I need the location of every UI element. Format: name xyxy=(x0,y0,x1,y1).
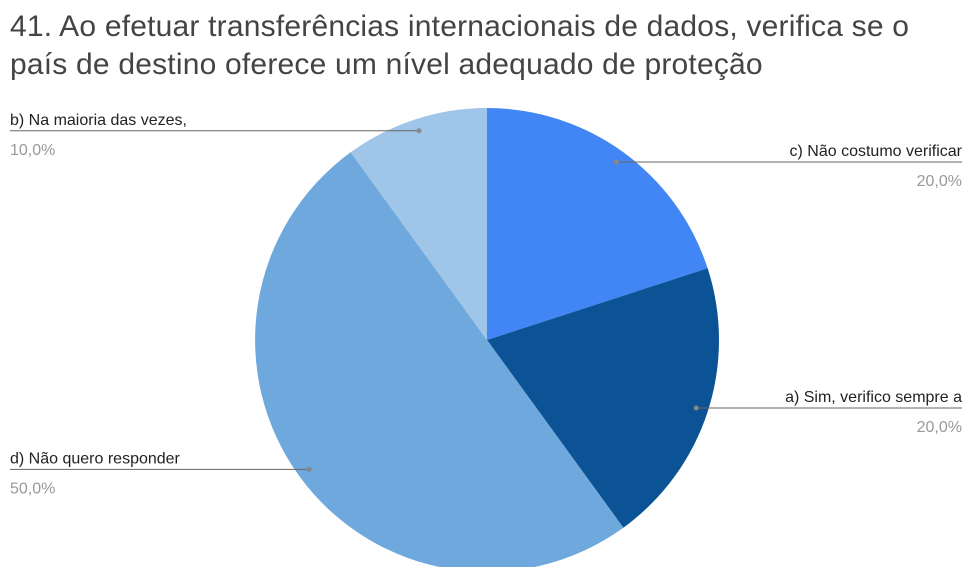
leader-dot xyxy=(693,405,699,411)
slice-value-label: 50,0% xyxy=(10,480,55,497)
slice-label: b) Na maioria das vezes, xyxy=(10,112,187,129)
slice-label: d) Não quero responder xyxy=(10,450,181,467)
slice-label: c) Não costumo verificar xyxy=(790,143,963,160)
leader-dot xyxy=(613,159,619,165)
slice-value-label: 20,0% xyxy=(917,419,962,436)
pie-slice xyxy=(487,268,720,528)
leader-dot xyxy=(416,128,422,134)
pie-slice xyxy=(255,152,624,567)
leader-dot xyxy=(306,466,312,472)
pie-slice xyxy=(487,108,708,340)
slice-value-label: 20,0% xyxy=(917,173,962,190)
slice-value-label: 10,0% xyxy=(10,142,55,159)
pie-slice xyxy=(350,108,487,340)
slice-label: a) Sim, verifico sempre a xyxy=(785,389,962,406)
chart-title: 41. Ao efetuar transferências internacio… xyxy=(10,10,910,81)
